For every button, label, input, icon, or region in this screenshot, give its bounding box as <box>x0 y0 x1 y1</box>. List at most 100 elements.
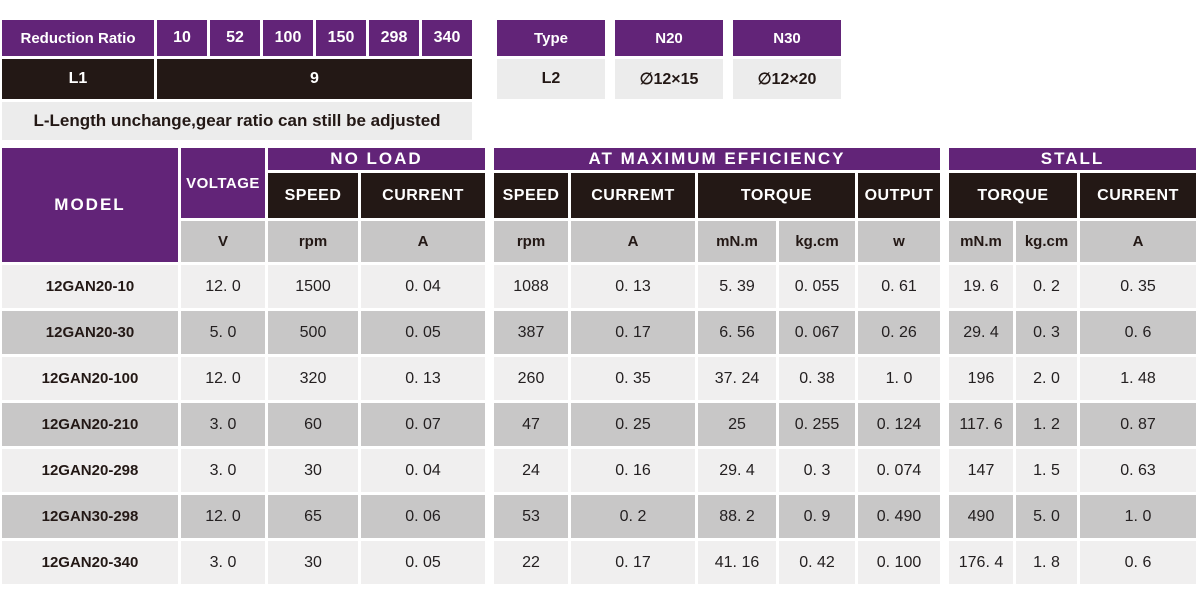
value-cell: 5. 0 <box>181 311 265 354</box>
value-cell: 25 <box>698 403 776 446</box>
value-cell: 0. 2 <box>1016 265 1077 308</box>
value-cell: 1. 0 <box>858 357 940 400</box>
unit-kgcm: kg.cm <box>1016 221 1077 262</box>
value-cell: 0. 2 <box>571 495 695 538</box>
table-row: 12GAN20-340 3. 0 30 0. 05 22 0. 17 41. 1… <box>2 541 1196 584</box>
unit-mnm: mN.m <box>698 221 776 262</box>
value-cell: 147 <box>949 449 1013 492</box>
value-cell: 0. 35 <box>1080 265 1196 308</box>
value-cell: 24 <box>494 449 568 492</box>
value-cell: 0. 87 <box>1080 403 1196 446</box>
no-load-group-header: NO LOAD <box>268 148 485 170</box>
value-cell: 0. 074 <box>858 449 940 492</box>
value-cell: 5. 0 <box>1016 495 1077 538</box>
value-cell: 0. 13 <box>361 357 485 400</box>
value-cell: 0. 38 <box>779 357 855 400</box>
value-cell: 0. 6 <box>1080 541 1196 584</box>
value-cell: 88. 2 <box>698 495 776 538</box>
value-cell: 387 <box>494 311 568 354</box>
value-cell: 1. 8 <box>1016 541 1077 584</box>
value-cell: 0. 490 <box>858 495 940 538</box>
value-cell: 0. 63 <box>1080 449 1196 492</box>
value-cell: 12. 0 <box>181 265 265 308</box>
value-cell: 3. 0 <box>181 403 265 446</box>
model-cell: 12GAN30-298 <box>2 495 178 538</box>
value-cell: 47 <box>494 403 568 446</box>
value-cell: 37. 24 <box>698 357 776 400</box>
unit-rpm: rpm <box>268 221 358 262</box>
value-cell: 0. 3 <box>779 449 855 492</box>
table-row: 12GAN20-100 12. 0 320 0. 13 260 0. 35 37… <box>2 357 1196 400</box>
model-cell: 12GAN20-340 <box>2 541 178 584</box>
value-cell: 0. 42 <box>779 541 855 584</box>
value-cell: 0. 25 <box>571 403 695 446</box>
value-cell: 0. 04 <box>361 449 485 492</box>
max-eff-current-header: CURREMT <box>571 173 695 218</box>
output-header: OUTPUT <box>858 173 940 218</box>
value-cell: 1. 5 <box>1016 449 1077 492</box>
value-cell: 0. 055 <box>779 265 855 308</box>
table-row: 12GAN20-210 3. 0 60 0. 07 47 0. 25 25 0.… <box>2 403 1196 446</box>
stall-group-header: STALL <box>949 148 1196 170</box>
ratio-value: 340 <box>422 20 472 56</box>
unit-amp: A <box>571 221 695 262</box>
length-note: L-Length unchange,gear ratio can still b… <box>2 102 472 140</box>
value-cell: 65 <box>268 495 358 538</box>
value-cell: 176. 4 <box>949 541 1013 584</box>
table-row: 12GAN20-30 5. 0 500 0. 05 387 0. 17 6. 5… <box>2 311 1196 354</box>
group-gap-spacer <box>943 148 946 584</box>
value-cell: 320 <box>268 357 358 400</box>
value-cell: 0. 9 <box>779 495 855 538</box>
value-cell: 1. 48 <box>1080 357 1196 400</box>
max-eff-torque-header: TORQUE <box>698 173 855 218</box>
model-cell: 12GAN20-298 <box>2 449 178 492</box>
value-cell: 2. 0 <box>1016 357 1077 400</box>
value-cell: 6. 56 <box>698 311 776 354</box>
max-efficiency-group-header: AT MAXIMUM EFFICIENCY <box>494 148 940 170</box>
l2-n30-dimension: ∅12×20 <box>733 59 841 99</box>
no-load-current-header: CURRENT <box>361 173 485 218</box>
value-cell: 41. 16 <box>698 541 776 584</box>
value-cell: 490 <box>949 495 1013 538</box>
value-cell: 22 <box>494 541 568 584</box>
type-table: Type N20 N30 L2 ∅12×15 ∅12×20 <box>487 17 851 102</box>
ratio-value: 52 <box>210 20 260 56</box>
value-cell: 0. 05 <box>361 311 485 354</box>
spec-table: MODEL VOLTAGE NO LOAD AT MAXIMUM EFFICIE… <box>0 145 1199 587</box>
value-cell: 0. 61 <box>858 265 940 308</box>
value-cell: 0. 06 <box>361 495 485 538</box>
unit-watt: w <box>858 221 940 262</box>
value-cell: 1088 <box>494 265 568 308</box>
reduction-ratio-header: Reduction Ratio <box>2 20 154 56</box>
table-row: 12GAN30-298 12. 0 65 0. 06 53 0. 2 88. 2… <box>2 495 1196 538</box>
value-cell: 30 <box>268 541 358 584</box>
ratio-value: 10 <box>157 20 207 56</box>
type-n30-header: N30 <box>733 20 841 56</box>
model-cell: 12GAN20-10 <box>2 265 178 308</box>
table-row: 12GAN20-10 12. 0 1500 0. 04 1088 0. 13 5… <box>2 265 1196 308</box>
l2-label: L2 <box>497 59 605 99</box>
type-header: Type <box>497 20 605 56</box>
max-eff-speed-header: SPEED <box>494 173 568 218</box>
value-cell: 0. 35 <box>571 357 695 400</box>
value-cell: 0. 13 <box>571 265 695 308</box>
no-load-speed-header: SPEED <box>268 173 358 218</box>
value-cell: 1. 2 <box>1016 403 1077 446</box>
value-cell: 0. 17 <box>571 311 695 354</box>
stall-current-header: CURRENT <box>1080 173 1196 218</box>
ratio-value: 150 <box>316 20 366 56</box>
l1-value: 9 <box>157 59 472 99</box>
table-row: 12GAN20-298 3. 0 30 0. 04 24 0. 16 29. 4… <box>2 449 1196 492</box>
value-cell: 0. 3 <box>1016 311 1077 354</box>
value-cell: 19. 6 <box>949 265 1013 308</box>
value-cell: 5. 39 <box>698 265 776 308</box>
value-cell: 3. 0 <box>181 449 265 492</box>
value-cell: 0. 07 <box>361 403 485 446</box>
model-cell: 12GAN20-30 <box>2 311 178 354</box>
value-cell: 0. 16 <box>571 449 695 492</box>
value-cell: 117. 6 <box>949 403 1013 446</box>
value-cell: 196 <box>949 357 1013 400</box>
value-cell: 1. 0 <box>1080 495 1196 538</box>
value-cell: 0. 26 <box>858 311 940 354</box>
stall-torque-header: TORQUE <box>949 173 1077 218</box>
